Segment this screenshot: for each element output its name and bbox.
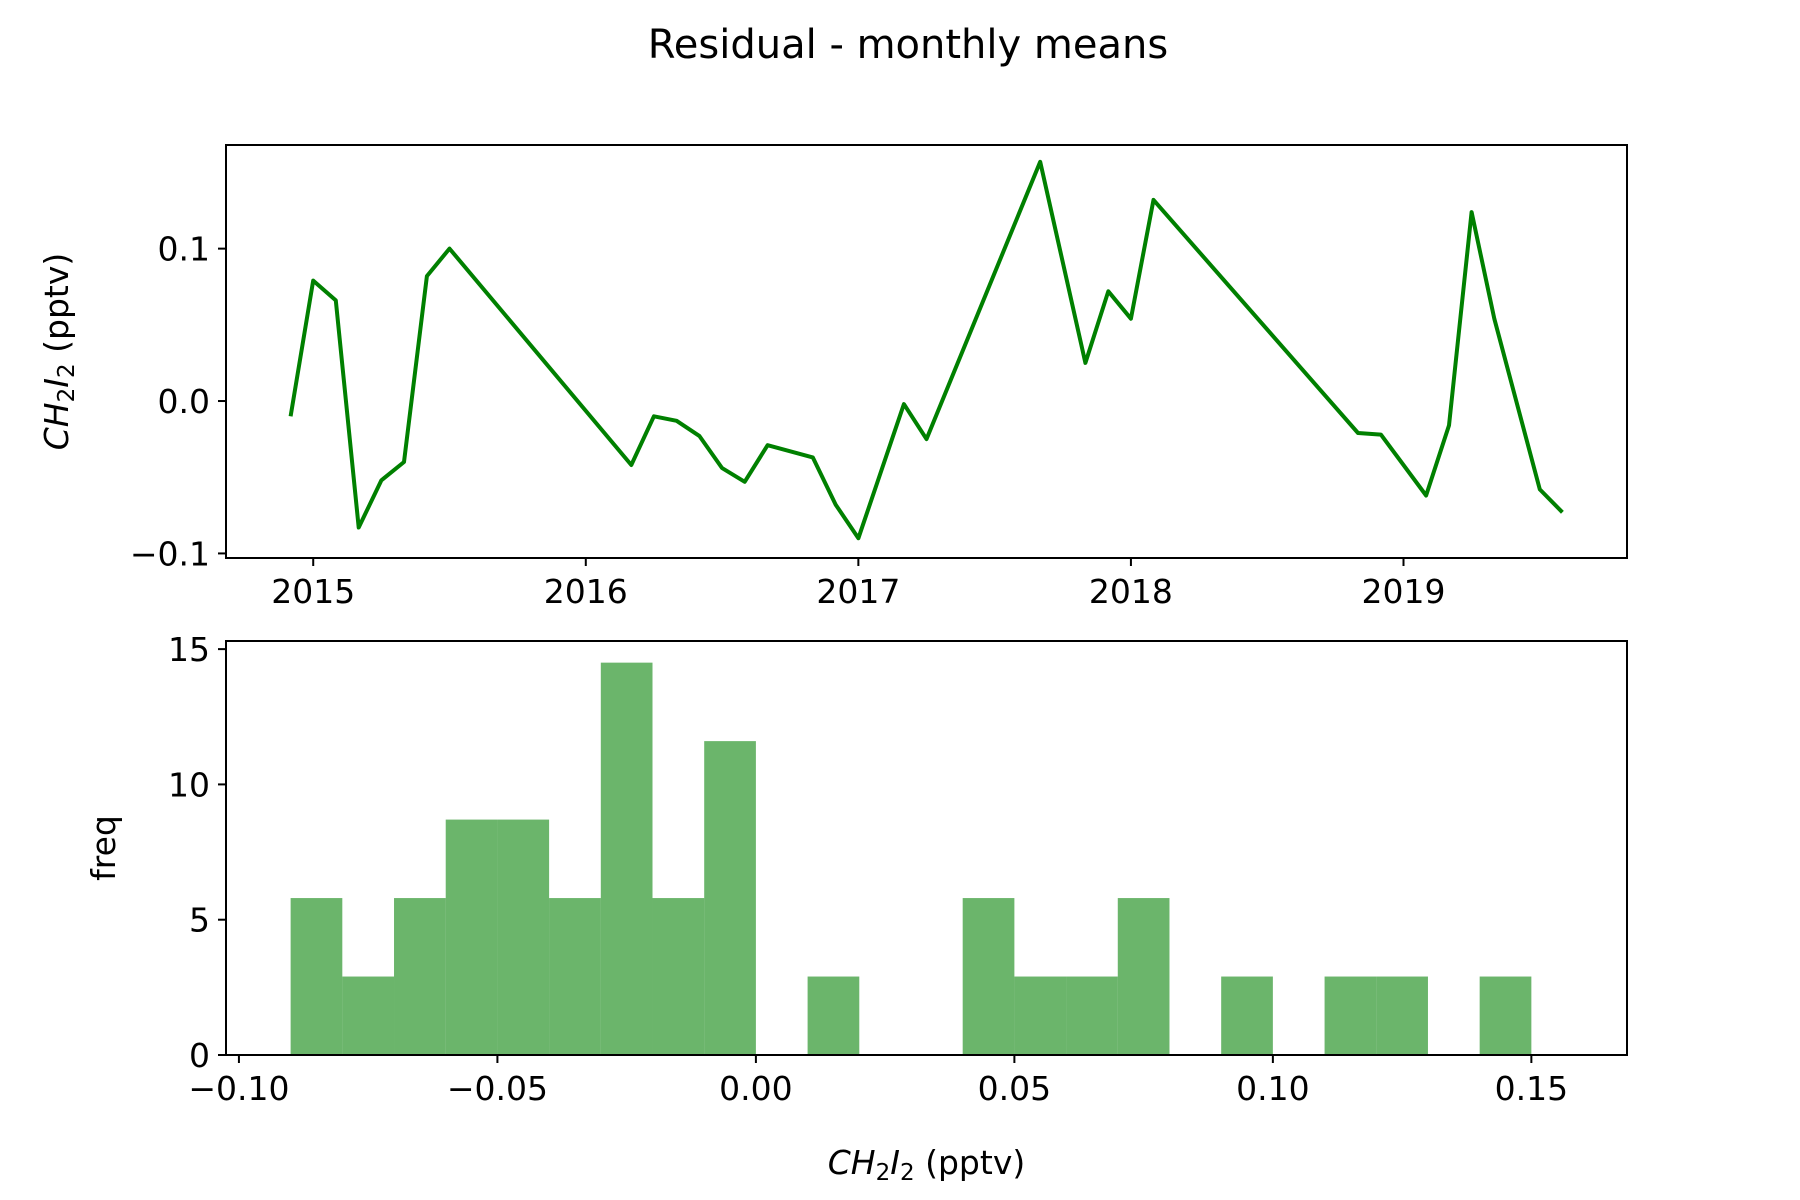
top-y-axis-label: CH2I2 (pptv) — [37, 253, 80, 450]
top-axes-frame — [225, 144, 1628, 559]
y-tick-label: 15 — [168, 630, 210, 669]
histogram-bar — [1376, 976, 1428, 1055]
x-tick-label: −0.05 — [447, 1069, 548, 1108]
residual-series-line — [288, 159, 1564, 541]
histogram-bar — [652, 898, 705, 1055]
x-tick-label: 2015 — [271, 572, 355, 611]
histogram-bar — [394, 898, 446, 1055]
histogram-panel: −0.10 −0.05 0.00 0.05 0.10 0.15 0 5 10 15 freq CH2I… — [84, 630, 1628, 1186]
x-tick-label: 0.10 — [1236, 1069, 1309, 1108]
x-tick-label: 2018 — [1089, 572, 1173, 611]
histogram-bar — [1479, 976, 1532, 1055]
y-tick-label: 5 — [189, 901, 210, 940]
line-chart-panel: 2015 2016 2017 2018 2019 −0.1 0.0 0.1 CH2I2 (ppt… — [37, 144, 1628, 611]
histogram-bar — [600, 662, 653, 1055]
x-tick-label: 2017 — [816, 572, 900, 611]
figure-title: Residual - monthly means — [648, 22, 1168, 68]
histogram-bar — [549, 898, 601, 1055]
histogram-bar — [1014, 976, 1067, 1055]
x-tick-label: 0.00 — [719, 1069, 792, 1108]
bottom-y-axis-label: freq — [84, 815, 123, 881]
y-tick-label: 0 — [189, 1036, 210, 1075]
x-tick-label: −0.10 — [188, 1069, 289, 1108]
y-tick-label: −0.1 — [130, 534, 210, 573]
bottom-x-axis-label: CH2I2 (pptv) — [828, 1143, 1025, 1186]
histogram-bar — [704, 741, 756, 1055]
histogram-bar — [1117, 898, 1170, 1055]
histogram-bar — [342, 976, 395, 1055]
histogram-bar — [290, 898, 343, 1055]
y-tick-label: 0.1 — [158, 230, 210, 269]
histogram-bar — [962, 898, 1015, 1055]
x-tick-label: 2016 — [544, 572, 628, 611]
histogram-bar — [1066, 976, 1118, 1055]
histogram-bar — [807, 976, 860, 1055]
y-tick-label: 10 — [168, 765, 210, 804]
histogram-bar — [497, 819, 550, 1055]
histogram-bar — [1324, 976, 1377, 1055]
x-tick-label: 0.15 — [1495, 1069, 1568, 1108]
histogram-bar — [445, 819, 498, 1055]
x-tick-label: 0.05 — [978, 1069, 1051, 1108]
x-tick-label: 2019 — [1362, 572, 1446, 611]
bottom-axes-frame — [225, 640, 1628, 1056]
y-tick-label: 0.0 — [158, 382, 210, 421]
histogram-bar — [1221, 976, 1273, 1055]
